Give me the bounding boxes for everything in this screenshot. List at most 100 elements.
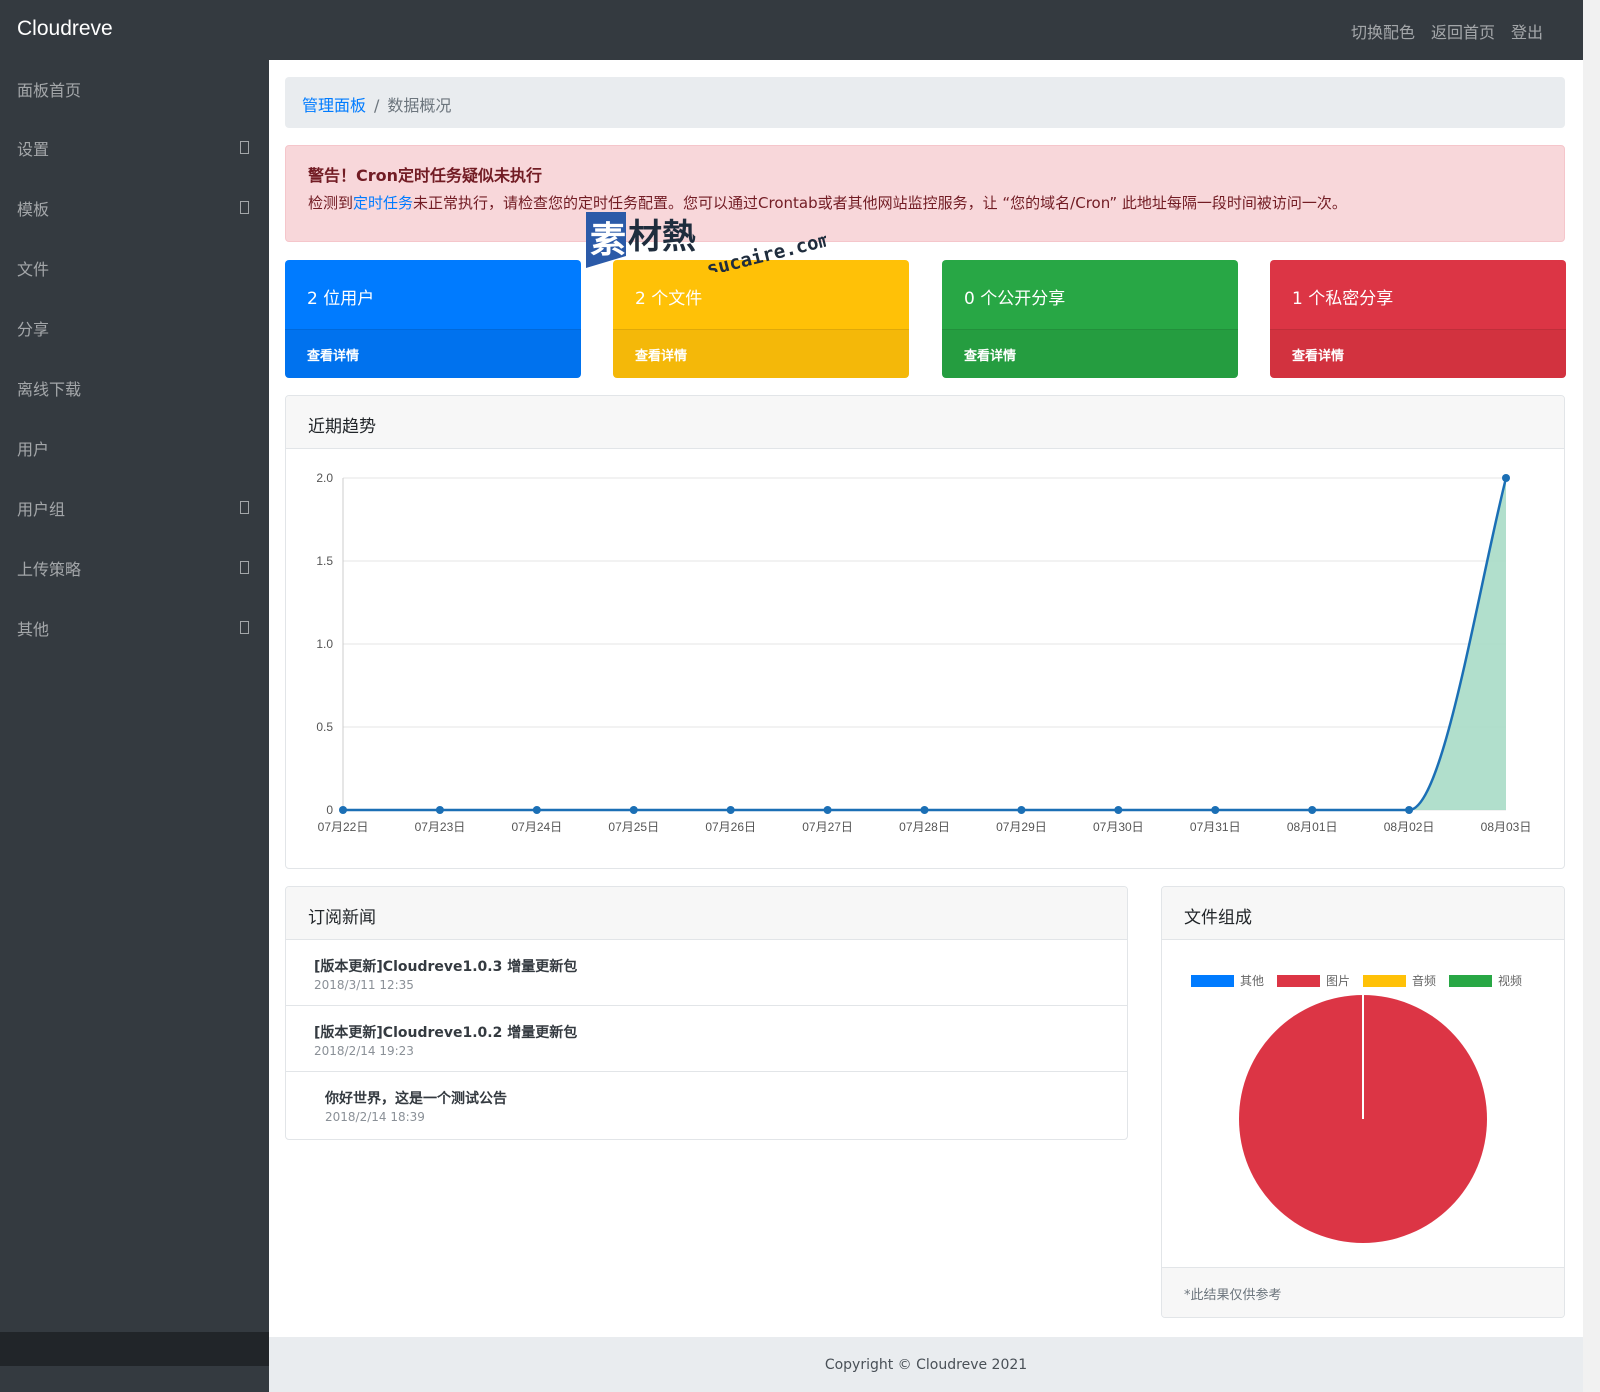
x-tick-label: 08月02日 xyxy=(1384,820,1435,834)
news-item-date: 2018/2/14 18:39 xyxy=(325,1110,425,1124)
x-tick-label: 08月01日 xyxy=(1287,820,1338,834)
svg-text:素: 素 xyxy=(590,220,626,261)
stat-card-label: 0 个公开分享 xyxy=(942,260,1238,329)
x-tick-label: 07月30日 xyxy=(1093,820,1144,834)
news-item[interactable]: 你好世界，这是一个测试公告 2018/2/14 18:39 xyxy=(286,1072,1127,1138)
sidebar-item-label: 文件 xyxy=(17,260,50,279)
data-point xyxy=(1017,806,1026,814)
trend-panel-title: 近期趋势 xyxy=(286,396,1564,449)
brand-logo[interactable]: Cloudreve xyxy=(17,17,113,40)
expand-icon xyxy=(240,621,249,634)
watermark-shield-icon xyxy=(586,212,626,268)
stat-card-private-shares: 1 个私密分享 查看详情 xyxy=(1270,260,1566,378)
breadcrumb-root-link[interactable]: 管理面板 xyxy=(302,96,367,115)
stat-card-label: 2 个文件 xyxy=(613,260,909,329)
sidebar-item-settings[interactable]: 设置 xyxy=(0,119,269,175)
data-point xyxy=(1308,806,1317,814)
data-point xyxy=(1211,806,1220,814)
nav-logout-link[interactable]: 登出 xyxy=(1510,23,1543,42)
sidebar-item-label: 用户 xyxy=(17,440,50,459)
legend-swatch xyxy=(1191,975,1234,987)
data-point xyxy=(629,806,638,814)
sidebar-item-users[interactable]: 用户 xyxy=(0,419,269,475)
y-tick-label: 1.0 xyxy=(316,637,333,651)
scrollbar-track[interactable] xyxy=(1583,0,1600,1392)
sidebar-item-label: 模板 xyxy=(17,200,50,219)
breadcrumb: 管理面板 / 数据概况 xyxy=(285,77,1565,128)
sidebar: 面板首页 设置 模板 文件 分享 离线下载 用户 用户组 上传策略 其他 xyxy=(0,60,269,1392)
data-point xyxy=(1114,806,1123,814)
sidebar-item-label: 上传策略 xyxy=(17,560,82,579)
sidebar-item-label: 其他 xyxy=(17,620,50,639)
stat-card-label: 1 个私密分享 xyxy=(1270,260,1566,329)
news-item[interactable]: [版本更新]Cloudreve1.0.2 增量更新包 2018/2/14 19:… xyxy=(286,1006,1127,1072)
sidebar-item-templates[interactable]: 模板 xyxy=(0,179,269,235)
alert-cron-link[interactable]: 定时任务 xyxy=(353,194,414,212)
stat-card-details-link[interactable]: 查看详情 xyxy=(942,329,1238,378)
x-tick-label: 07月29日 xyxy=(996,820,1047,834)
stat-card-details-link[interactable]: 查看详情 xyxy=(1270,329,1566,378)
x-tick-label: 08月03日 xyxy=(1481,820,1532,834)
svg-text:sucaire.com: sucaire.com xyxy=(705,229,826,272)
sidebar-item-files[interactable]: 文件 xyxy=(0,239,269,295)
legend-swatch xyxy=(1277,975,1320,987)
x-tick-label: 07月26日 xyxy=(705,820,756,834)
news-item-date: 2018/3/11 12:35 xyxy=(314,978,414,992)
data-point xyxy=(823,806,832,814)
x-tick-label: 07月22日 xyxy=(318,820,369,834)
x-tick-label: 07月31日 xyxy=(1190,820,1241,834)
alert-body-prefix: 检测到 xyxy=(308,194,354,212)
news-item-title: 你好世界，这是一个测试公告 xyxy=(325,1091,507,1107)
sidebar-item-shares[interactable]: 分享 xyxy=(0,299,269,355)
stat-card-label: 2 位用户 xyxy=(285,260,581,329)
sidebar-item-offline-download[interactable]: 离线下载 xyxy=(0,359,269,415)
sidebar-item-upload-policies[interactable]: 上传策略 xyxy=(0,539,269,595)
stat-card-files: 2 个文件 查看详情 xyxy=(613,260,909,378)
y-tick-label: 0 xyxy=(326,803,333,817)
stat-card-public-shares: 0 个公开分享 查看详情 xyxy=(942,260,1238,378)
breadcrumb-current: 数据概况 xyxy=(387,96,452,115)
trend-series-line xyxy=(343,477,1508,812)
data-point xyxy=(435,806,444,814)
sidebar-item-dashboard[interactable]: 面板首页 xyxy=(0,60,269,116)
news-panel-title: 订阅新闻 xyxy=(286,887,1127,940)
sidebar-item-other[interactable]: 其他 xyxy=(0,599,269,655)
x-tick-label: 07月25日 xyxy=(608,820,659,834)
footer: Copyright © Cloudreve 2021 xyxy=(269,1337,1583,1392)
main-content: 管理面板 / 数据概况 警告！Cron定时任务疑似未执行 检测到定时任务未正常执行，… xyxy=(269,60,1583,1392)
sidebar-item-label: 设置 xyxy=(17,140,50,159)
nav-toggle-theme-link[interactable]: 切换配色 xyxy=(1350,23,1415,42)
news-item[interactable]: [版本更新]Cloudreve1.0.3 增量更新包 2018/3/11 12:… xyxy=(286,940,1127,1006)
data-point xyxy=(920,806,929,814)
file-composition-pie-chart: 其他 图片 音频 视频 xyxy=(1191,973,1522,1243)
top-navbar: Cloudreve 切换配色 返回首页 登出 xyxy=(0,0,1583,60)
data-point xyxy=(1502,474,1510,482)
legend-label: 其他 xyxy=(1240,974,1264,988)
stat-card-details-link[interactable]: 查看详情 xyxy=(613,329,909,378)
sidebar-toggle-bar[interactable] xyxy=(0,1332,269,1366)
nav-home-link[interactable]: 返回首页 xyxy=(1430,23,1495,42)
file-composition-title: 文件组成 xyxy=(1162,887,1564,940)
stat-card-details-link[interactable]: 查看详情 xyxy=(285,329,581,378)
x-tick-label: 07月24日 xyxy=(511,820,562,834)
legend-swatch xyxy=(1449,975,1492,987)
svg-text:材熱: 材熱 xyxy=(628,217,696,257)
x-tick-label: 07月27日 xyxy=(802,820,853,834)
legend-label: 音频 xyxy=(1412,973,1436,988)
y-tick-label: 1.5 xyxy=(316,554,333,568)
legend-label: 视频 xyxy=(1498,973,1522,988)
sidebar-item-label: 面板首页 xyxy=(17,81,82,100)
alert-title: 警告！Cron定时任务疑似未执行 xyxy=(308,166,543,185)
data-point xyxy=(532,806,541,814)
stat-card-users: 2 位用户 查看详情 xyxy=(285,260,581,378)
sidebar-item-user-groups[interactable]: 用户组 xyxy=(0,479,269,535)
y-tick-label: 2.0 xyxy=(316,471,333,485)
news-item-date: 2018/2/14 19:23 xyxy=(314,1044,414,1058)
expand-icon xyxy=(240,141,249,154)
data-point xyxy=(1405,806,1414,814)
sidebar-item-label: 离线下载 xyxy=(17,380,82,399)
nav-links: 切换配色 返回首页 登出 xyxy=(1351,19,1543,43)
news-item-title: [版本更新]Cloudreve1.0.3 增量更新包 xyxy=(314,959,578,975)
alert-body-suffix: 未正常执行，请检查您的定时任务配置。您可以通过Crontab或者其他网站监控服务… xyxy=(413,194,1347,212)
expand-icon xyxy=(240,501,249,514)
